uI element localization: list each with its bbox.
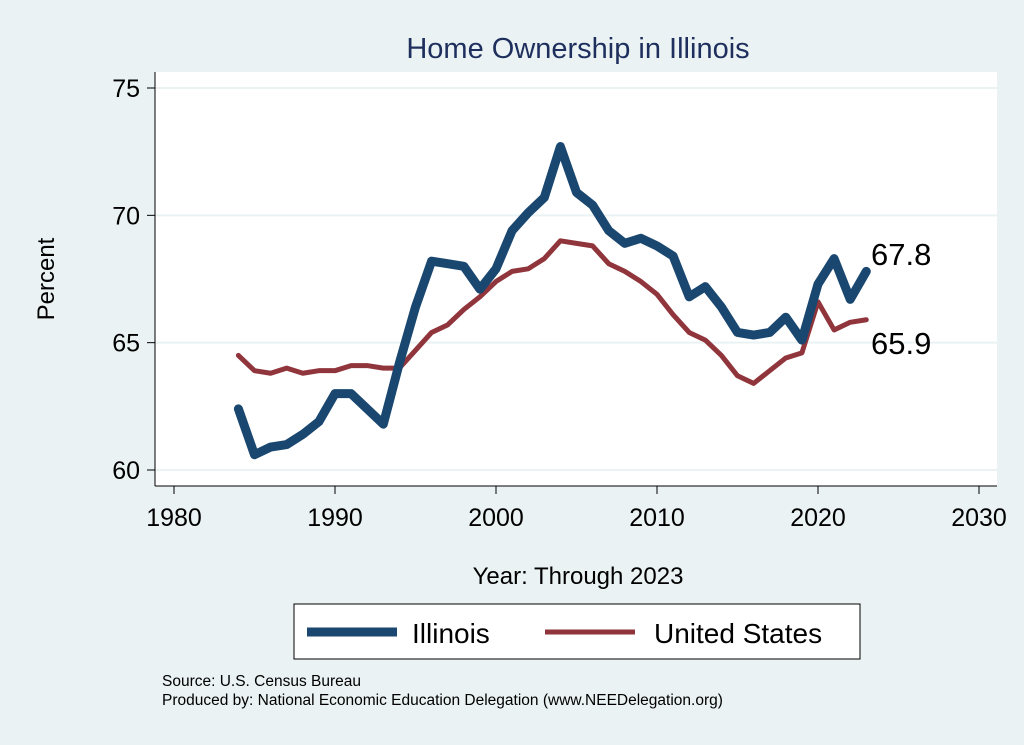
- y-axis-label: Percent: [33, 237, 60, 320]
- produced-by-note: Produced by: National Economic Education…: [162, 692, 723, 709]
- source-note: Source: U.S. Census Bureau: [162, 673, 362, 690]
- end-label-us: 65.9: [871, 326, 931, 361]
- y-tick-label: 70: [112, 202, 140, 230]
- x-tick-label: 2000: [468, 504, 524, 532]
- end-label-illinois: 67.8: [871, 237, 931, 272]
- y-tick-label: 75: [112, 75, 140, 103]
- x-tick-label: 1990: [307, 504, 363, 532]
- legend-label-us: United States: [654, 618, 822, 649]
- x-tick-label: 2020: [790, 504, 846, 532]
- y-tick-label: 60: [112, 457, 140, 485]
- series-line-united-states: [235, 238, 869, 386]
- x-tick-label: 2030: [951, 504, 1007, 532]
- legend-label-illinois: Illinois: [412, 618, 490, 649]
- chart-title: Home Ownership in Illinois: [406, 33, 749, 65]
- plot-area: [155, 72, 997, 486]
- x-tick-label: 2010: [629, 504, 685, 532]
- x-axis-label: Year: Through 2023: [473, 563, 684, 590]
- series-line-illinois: [233, 142, 871, 460]
- y-tick-label: 65: [112, 330, 140, 358]
- legend: Illinois United States: [293, 603, 861, 660]
- x-tick-label: 1980: [146, 504, 202, 532]
